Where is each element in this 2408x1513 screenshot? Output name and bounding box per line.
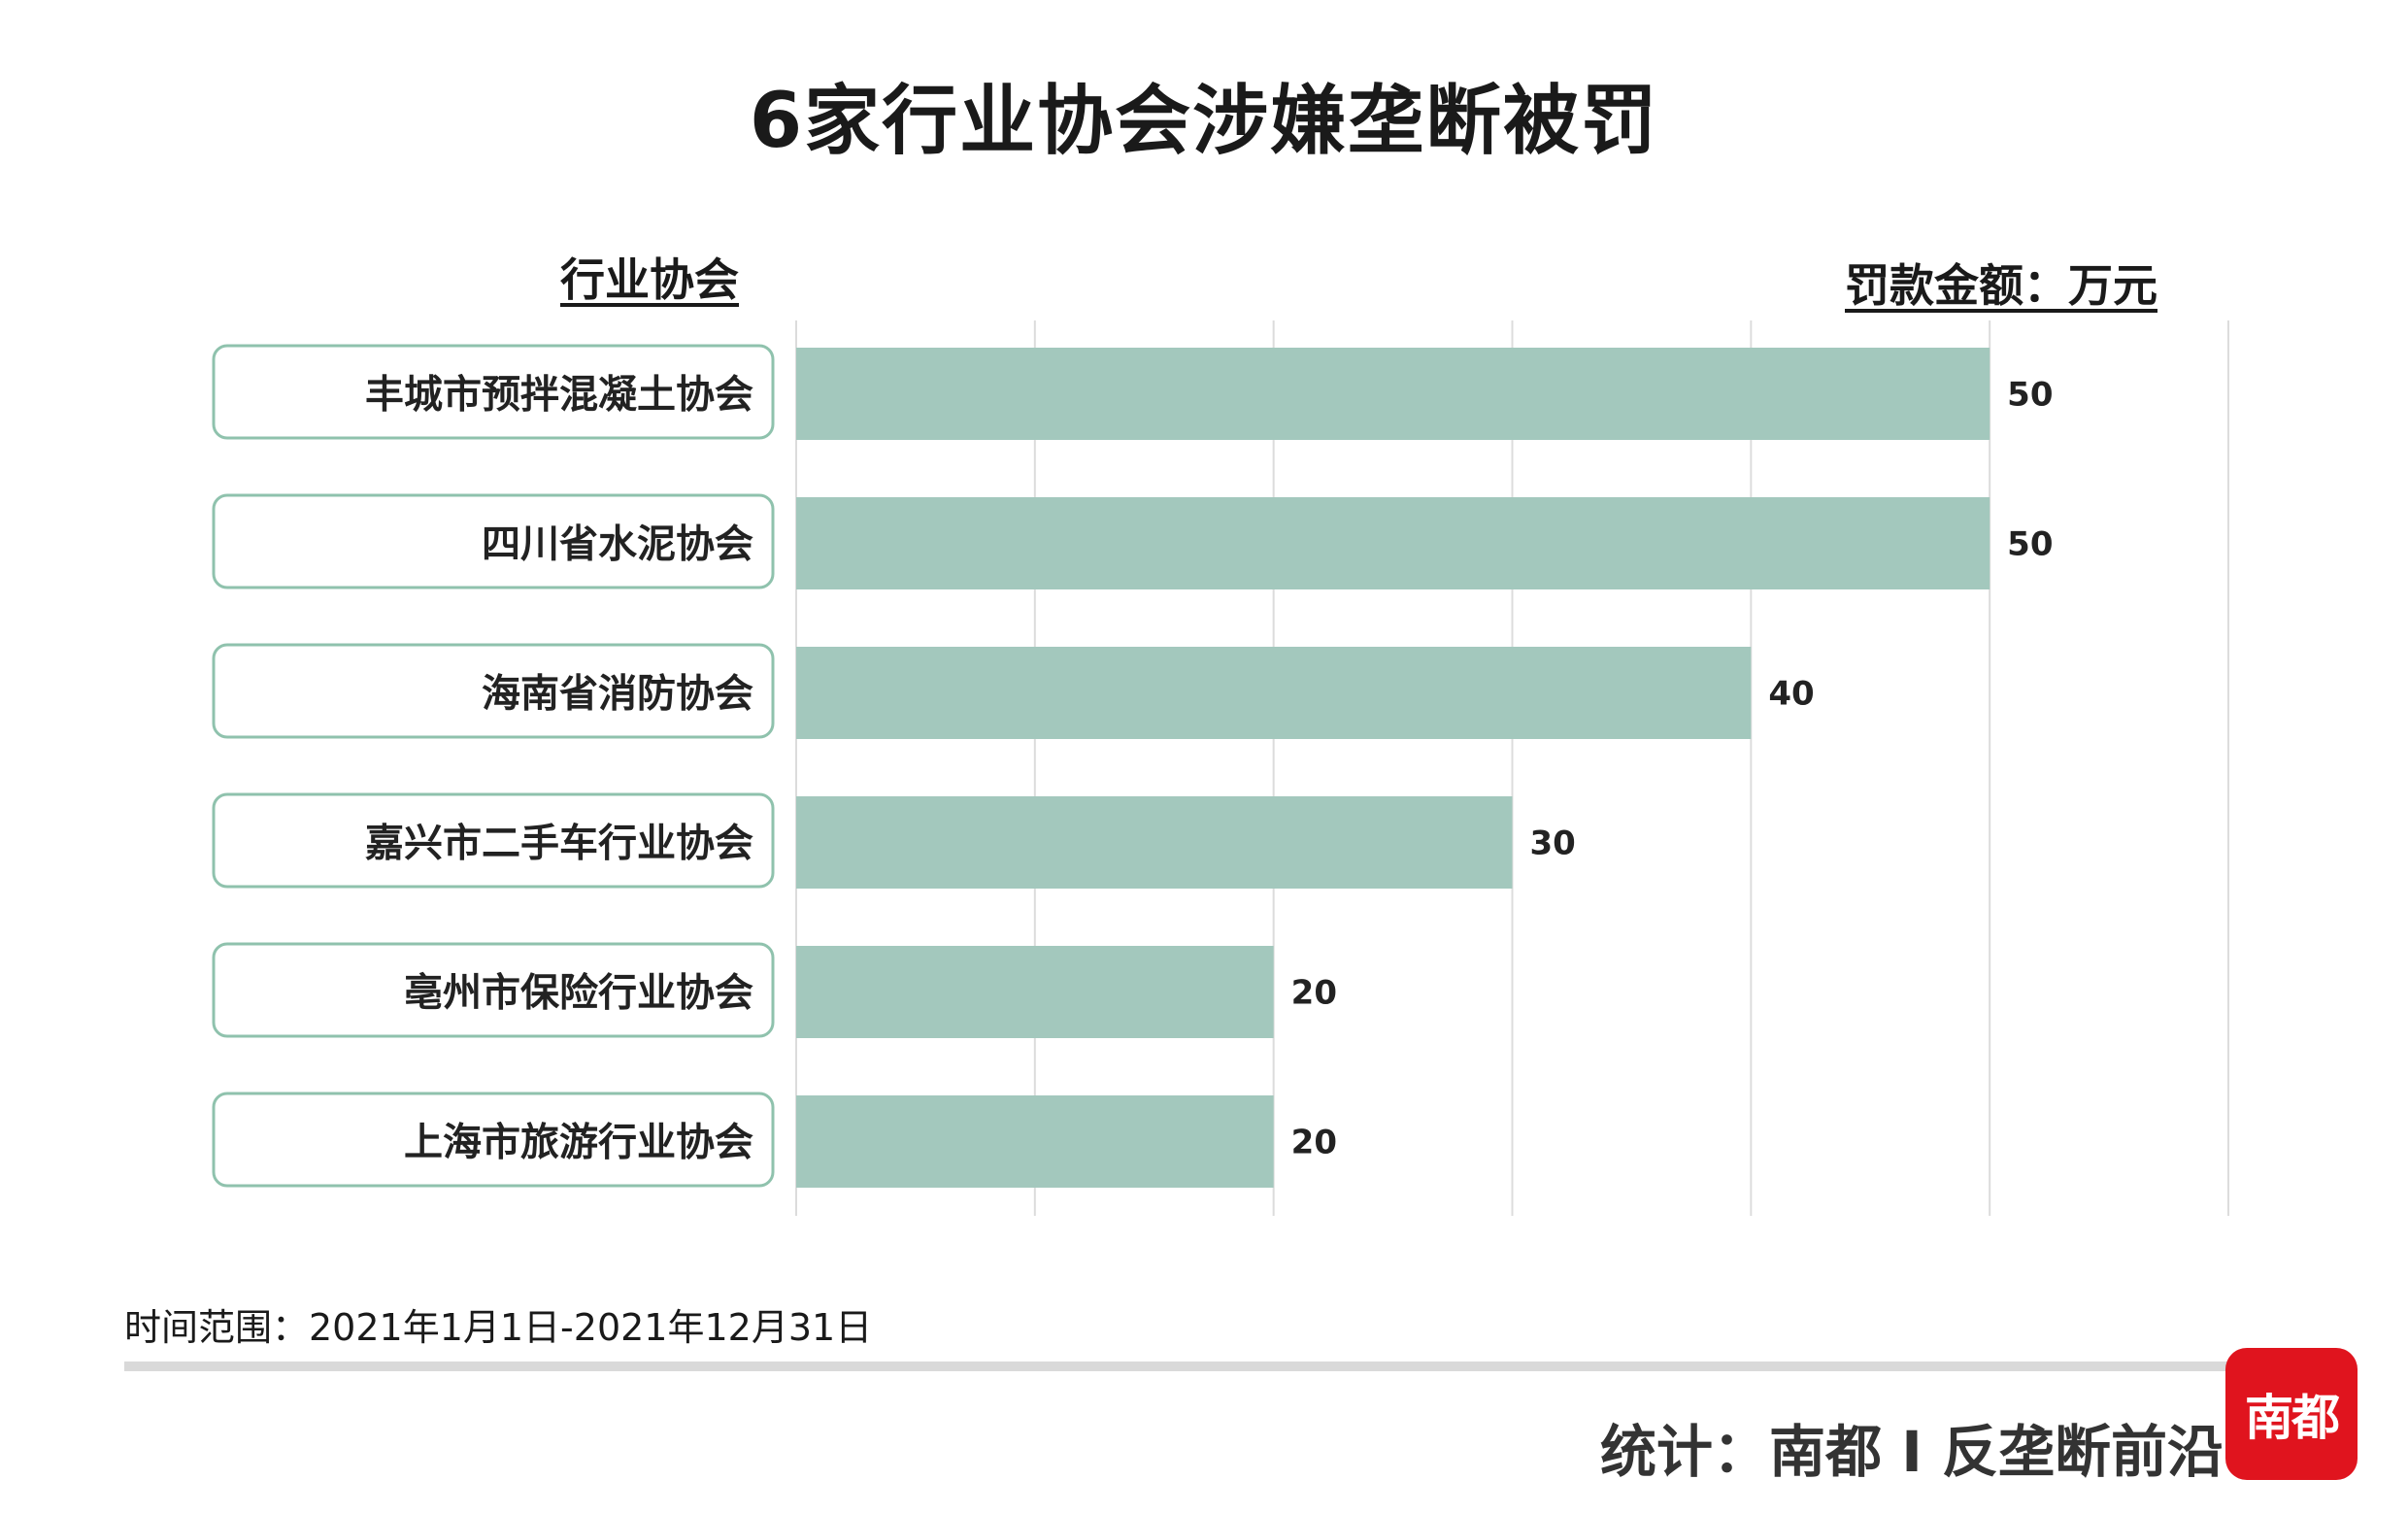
- category-label-box: [212, 493, 775, 589]
- category-label: 海南省消防协会: [482, 672, 753, 717]
- category-label: 上海市旅游行业协会: [404, 1121, 753, 1165]
- category-label: 四川省水泥协会: [482, 522, 753, 567]
- bar: [796, 796, 1513, 889]
- bars: [796, 348, 1990, 1188]
- chart-title: 6家行业协会涉嫌垄断被罚: [749, 78, 1659, 165]
- category-label-box: [212, 643, 775, 739]
- value-label: 20: [1291, 974, 1337, 1013]
- value-label: 50: [2007, 525, 2053, 564]
- gridlines: [795, 320, 2229, 1216]
- divider: [124, 1362, 2270, 1371]
- category-label: 亳州市保险行业协会: [404, 971, 753, 1016]
- category-label-box: [212, 1092, 775, 1188]
- bar: [796, 946, 1274, 1038]
- y-axis-label: 行业协会: [560, 253, 739, 306]
- time-range-footnote: 时间范围：2021年1月1日-2021年12月31日: [124, 1306, 873, 1349]
- value-label: 50: [2007, 376, 2053, 415]
- value-label: 40: [1768, 675, 1814, 714]
- category-label-box: [212, 942, 775, 1038]
- bar: [796, 647, 1752, 739]
- bar: [796, 1095, 1274, 1188]
- category-label: 丰城市预拌混凝土协会: [365, 373, 753, 418]
- bar: [796, 497, 1990, 589]
- value-label: 30: [1530, 824, 1576, 863]
- category-label-box: [212, 344, 775, 440]
- x-axis-label: 罚款金额：万元: [1845, 259, 2157, 312]
- value-labels: 50 50 40 30 20 20: [1291, 376, 2054, 1162]
- nandu-logo: 南都: [2225, 1348, 2358, 1480]
- value-label: 20: [1291, 1124, 1337, 1162]
- category-label: 嘉兴市二手车行业协会: [365, 822, 753, 866]
- bar-chart: 丰城市预拌混凝土协会四川省水泥协会海南省消防协会嘉兴市二手车行业协会亳州市保险行…: [212, 320, 2229, 1216]
- source-credit: 统计：南都 I 反垄断前沿: [1600, 1419, 2224, 1485]
- category-labels: 丰城市预拌混凝土协会四川省水泥协会海南省消防协会嘉兴市二手车行业协会亳州市保险行…: [212, 344, 775, 1188]
- bar: [796, 348, 1990, 440]
- category-label-box: [212, 792, 775, 889]
